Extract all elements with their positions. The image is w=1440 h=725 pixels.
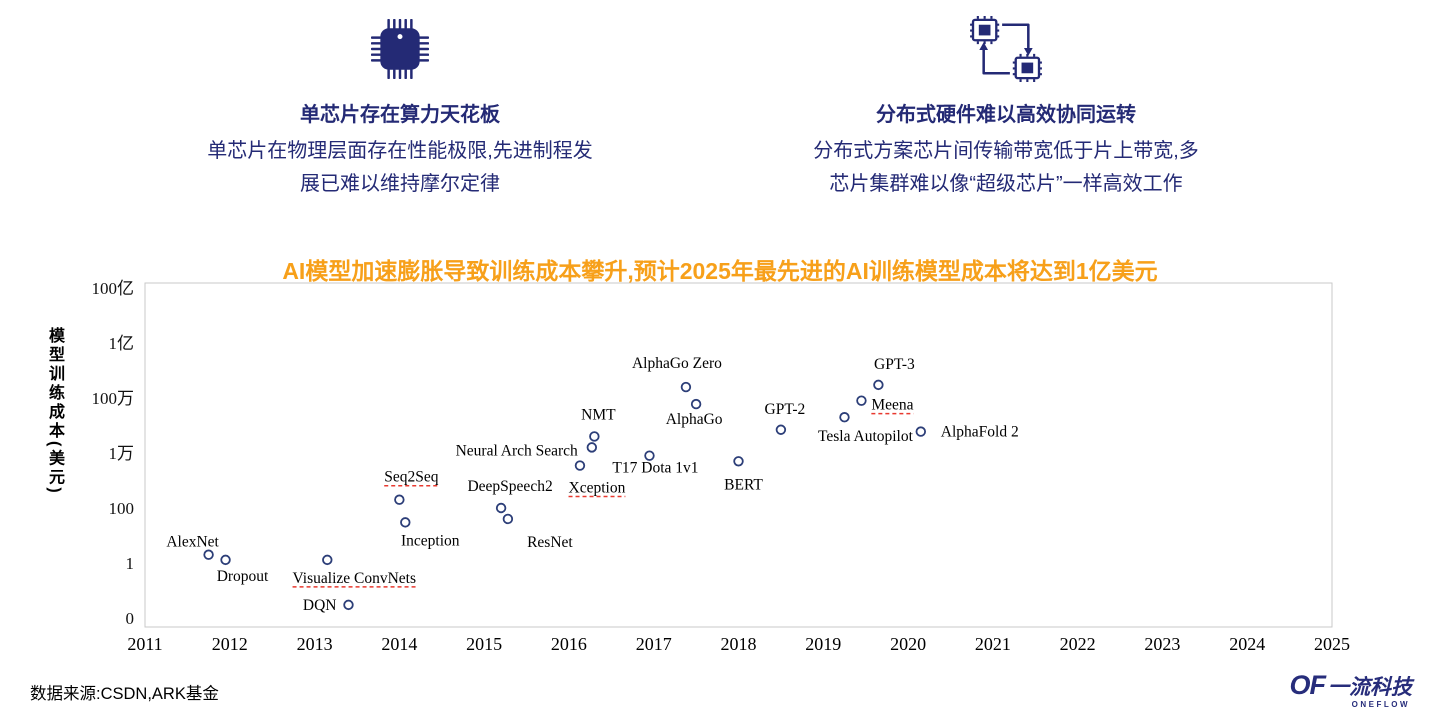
- feature-desc-line: 展已难以维持摩尔定律: [300, 173, 500, 195]
- data-point-seq2seq: [394, 494, 405, 505]
- data-point-label: NMT: [581, 406, 616, 423]
- oneflow-logo-wordmark: ONEFLOW: [1351, 700, 1410, 709]
- data-point-dqn: [343, 599, 354, 611]
- x-tick-label: 2023: [1144, 634, 1180, 654]
- data-point-gpt-2: [775, 424, 787, 435]
- y-tick-label: 100万: [92, 389, 135, 408]
- data-point-alphago-zero: [680, 381, 692, 393]
- data-point-label: Seq2Seq: [384, 469, 439, 486]
- y-tick-label: 0: [126, 609, 135, 628]
- feature-single-chip: 单芯片存在算力天花板 单芯片在物理层面存在性能极限,先进制程发 展已难以维持摩尔…: [140, 12, 660, 201]
- data-point-label: DQN: [303, 597, 337, 614]
- data-point-label: AlphaGo: [666, 411, 723, 428]
- data-point-alexnet: [203, 549, 214, 560]
- y-tick-label: 100: [109, 499, 135, 518]
- data-point-label: AlphaFold 2: [941, 424, 1019, 441]
- x-tick-label: 2020: [890, 634, 926, 654]
- data-point-label: BERT: [724, 476, 763, 493]
- scatter-plot: 100亿 1亿 100万 1万 100 1 0 2011 2012 2013 2014 2015 201…: [92, 279, 1351, 654]
- data-point-resnet: [502, 513, 514, 525]
- data-point-alphafold-2: [915, 426, 926, 437]
- x-tick-label: 2019: [805, 634, 841, 654]
- x-tick-label: 2013: [297, 634, 333, 654]
- data-point-label: T17 Dota 1v1: [612, 460, 698, 477]
- distributed-chips-icon: [726, 12, 1286, 86]
- data-point-deepspeech2: [495, 502, 507, 514]
- oneflow-logo-name: 一流科技: [1328, 676, 1412, 699]
- data-point-label: ResNet: [527, 534, 573, 551]
- data-point-label: GPT-3: [874, 356, 915, 373]
- data-point-tesla-autopilot: [839, 412, 850, 423]
- data-point-label: Tesla Autopilot: [818, 428, 914, 445]
- data-point-label: Visualize ConvNets: [293, 570, 416, 587]
- x-tick-label: 2025: [1314, 634, 1350, 654]
- data-point-gpt-3: [873, 379, 884, 391]
- data-point-label: Inception: [401, 532, 460, 549]
- x-tick-label: 2014: [381, 634, 417, 654]
- data-point-label: AlphaGo Zero: [632, 355, 722, 372]
- x-tick-label: 2017: [636, 634, 672, 654]
- data-point-dropout: [220, 554, 231, 566]
- training-cost-chart: 100亿 1亿 100万 1万 100 1 0 2011 2012 2013 2014 2015 201…: [0, 278, 1440, 678]
- feature-desc-line: 单芯片在物理层面存在性能极限,先进制程发: [207, 140, 593, 162]
- y-tick-label: 100亿: [92, 279, 135, 298]
- data-point-t17-dota-1v1: [644, 450, 655, 461]
- feature-title: 分布式硬件难以高效协同运转: [876, 104, 1136, 126]
- x-tick-label: 2016: [551, 634, 587, 654]
- y-tick-label: 1亿: [109, 334, 135, 353]
- x-tick-label: 2022: [1060, 634, 1096, 654]
- y-axis-title: 模型训练成本(美元): [46, 327, 63, 496]
- data-point-nmt: [589, 431, 600, 442]
- data-point-alphago: [690, 398, 702, 410]
- x-tick-label: 2012: [212, 634, 248, 654]
- y-tick-label: 1万: [109, 444, 135, 463]
- oneflow-logo: OF 一流科技 ONEFLOW: [1290, 670, 1413, 709]
- chip-icon: [140, 12, 660, 86]
- x-tick-label: 2015: [466, 634, 502, 654]
- feature-desc-line: 芯片集群难以像“超级芯片”一样高效工作: [829, 173, 1183, 195]
- data-point-inception: [400, 517, 411, 528]
- x-tick-label: 2011: [127, 634, 162, 654]
- data-point-label: GPT-2: [765, 401, 806, 418]
- data-point-label: AlexNet: [166, 534, 219, 551]
- feature-desc-line: 分布式方案芯片间传输带宽低于片上带宽,多: [813, 140, 1199, 162]
- data-point-visualize-convnets: [322, 554, 333, 566]
- data-point-label: Xception: [569, 480, 626, 497]
- data-point-bert: [733, 456, 744, 467]
- oneflow-logo-mark: OF: [1289, 670, 1326, 700]
- data-point-xception: [574, 460, 586, 471]
- oneflow-logo-row: OF 一流科技: [1290, 670, 1413, 701]
- data-point-label: DeepSpeech2: [467, 478, 552, 495]
- chart-title: AI模型加速膨胀导致训练成本攀升,预计2025年最先进的AI训练模型成本将达到1…: [282, 258, 1158, 285]
- y-tick-label: 1: [126, 554, 135, 573]
- data-point-meena: [856, 395, 867, 406]
- feature-description: 分布式方案芯片间传输带宽低于片上带宽,多 芯片集群难以像“超级芯片”一样高效工作: [726, 135, 1286, 201]
- data-point-label: Neural Arch Search: [456, 442, 578, 459]
- feature-distributed-hardware: 分布式硬件难以高效协同运转 分布式方案芯片间传输带宽低于片上带宽,多 芯片集群难…: [726, 12, 1286, 201]
- x-tick-label: 2024: [1229, 634, 1265, 654]
- feature-title: 单芯片存在算力天花板: [300, 104, 500, 126]
- x-tick-label: 2021: [975, 634, 1011, 654]
- data-point-label: Meena: [871, 397, 913, 414]
- data-source-note: 数据来源:CSDN,ARK基金: [30, 685, 219, 703]
- feature-description: 单芯片在物理层面存在性能极限,先进制程发 展已难以维持摩尔定律: [140, 135, 660, 201]
- data-point-neural-arch-search: [586, 442, 598, 453]
- data-point-label: Dropout: [217, 568, 269, 585]
- x-tick-label: 2018: [721, 634, 757, 654]
- plot-border: [144, 282, 1333, 628]
